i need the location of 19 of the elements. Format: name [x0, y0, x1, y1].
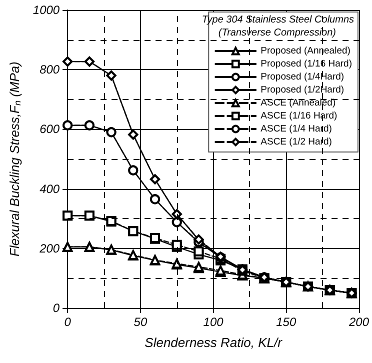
- legend-label: ASCE (1/16 Hard): [260, 110, 338, 122]
- y-tick-label: 600: [40, 122, 60, 136]
- y-axis-title: Flexural Buckling Stress,Fn (MPa): [7, 62, 22, 257]
- y-tick-label: 1000: [32, 3, 60, 17]
- y-tick-label: 400: [40, 182, 60, 196]
- y-tick-label: 200: [38, 241, 60, 256]
- x-axis-title: Slenderness Ratio, KL/r: [144, 335, 283, 350]
- legend-label: Proposed (1/16 Hard): [260, 58, 352, 70]
- legend-label: Proposed (1/2Hard): [260, 84, 344, 96]
- x-tick-label: 50: [134, 315, 148, 329]
- x-tick-label: 100: [203, 315, 224, 329]
- x-tick-label: 0: [64, 315, 72, 329]
- y-tick-label: 0: [52, 301, 60, 315]
- x-tick-label: 150: [276, 315, 296, 329]
- legend-label: Proposed (1/4Hard): [260, 72, 344, 82]
- text: (Transverse Compression): [218, 28, 336, 38]
- y-tick-label: 800: [40, 62, 60, 77]
- x-tick-label: 200: [348, 315, 370, 329]
- legend-label: ASCE (1/2 Hard): [260, 136, 332, 148]
